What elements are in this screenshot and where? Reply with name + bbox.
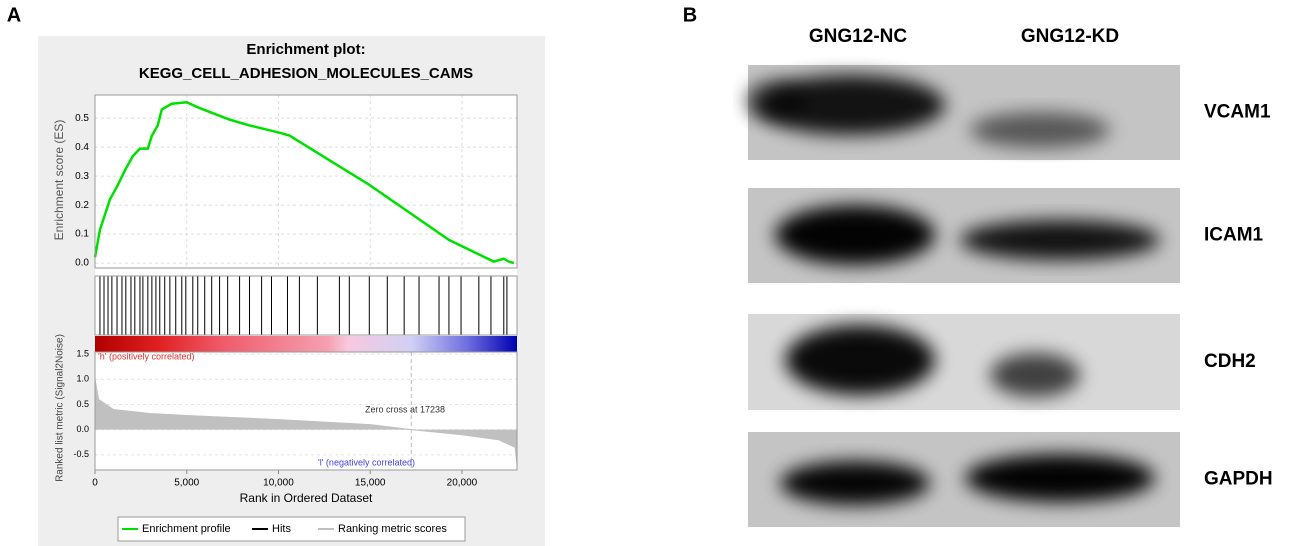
legend-label: Ranking metric scores (338, 523, 447, 535)
panel-frame (94, 94, 518, 269)
band (755, 75, 945, 135)
enrichment-line (93, 100, 515, 265)
y-tick-label: 1.0 (76, 374, 89, 384)
annotation: 'l' (negatively correlated) (318, 457, 415, 467)
chart-subtitle: KEGG_CELL_ADHESION_MOLECULES_CAMS (139, 65, 473, 82)
panel-label: A (7, 4, 21, 26)
band (960, 220, 1160, 260)
band (780, 461, 930, 505)
x-tick-label: 0 (92, 478, 98, 489)
row-label: VCAM1 (1204, 102, 1271, 123)
band (970, 112, 1110, 148)
y-axis-label: Ranked list metric (Signal2Noise) (55, 334, 66, 482)
y-tick-label: -0.5 (73, 449, 89, 459)
annotation: 'h' (positively correlated) (98, 351, 194, 361)
plot-background (95, 95, 517, 470)
y-tick-label: 1.5 (76, 348, 89, 358)
y-tick-label: 0.3 (75, 171, 89, 182)
row-label: ICAM1 (1204, 225, 1264, 246)
column-label: GNG12-KD (1021, 26, 1119, 47)
chart-title: Enrichment plot: (246, 41, 365, 58)
y-tick-label: 0.1 (75, 229, 89, 240)
band (775, 205, 935, 265)
x-tick-label: 15,000 (355, 478, 386, 489)
band (965, 454, 1155, 502)
color-bar (95, 336, 517, 352)
x-tick-label: 10,000 (263, 478, 294, 489)
legend-box (117, 516, 466, 542)
row-label: GAPDH (1204, 469, 1273, 490)
y-tick-label: 0.0 (75, 258, 89, 269)
metric-line (94, 379, 518, 466)
panel-frame (94, 351, 518, 471)
column-label: GNG12-NC (809, 26, 907, 47)
y-tick-label: 0.4 (75, 142, 89, 153)
y-tick-label: 0.0 (76, 424, 89, 434)
band (990, 353, 1080, 397)
legend-label: Hits (272, 523, 291, 535)
panel-frame (94, 275, 518, 336)
x-tick-label: 20,000 (447, 478, 478, 489)
band (785, 325, 935, 395)
panel-label: B (683, 4, 697, 26)
y-tick-label: 0.2 (75, 200, 89, 211)
x-axis-label: Rank in Ordered Dataset (240, 491, 373, 505)
y-tick-label: 0.5 (76, 399, 89, 409)
metric-area-fill (95, 379, 517, 465)
western-blot: GNG12-NC GNG12-KD VCAM1 ICAM1 CDH2 GAPDH (745, 26, 1273, 527)
band (745, 80, 805, 120)
y-tick-label: 0.5 (75, 113, 89, 124)
x-tick-label: 5,000 (174, 478, 199, 489)
row-label: CDH2 (1204, 351, 1256, 372)
y-axis-label: Enrichment score (ES) (52, 120, 66, 241)
legend-label: Enrichment profile (142, 523, 231, 535)
annotation: Zero cross at 17238 (365, 404, 445, 414)
